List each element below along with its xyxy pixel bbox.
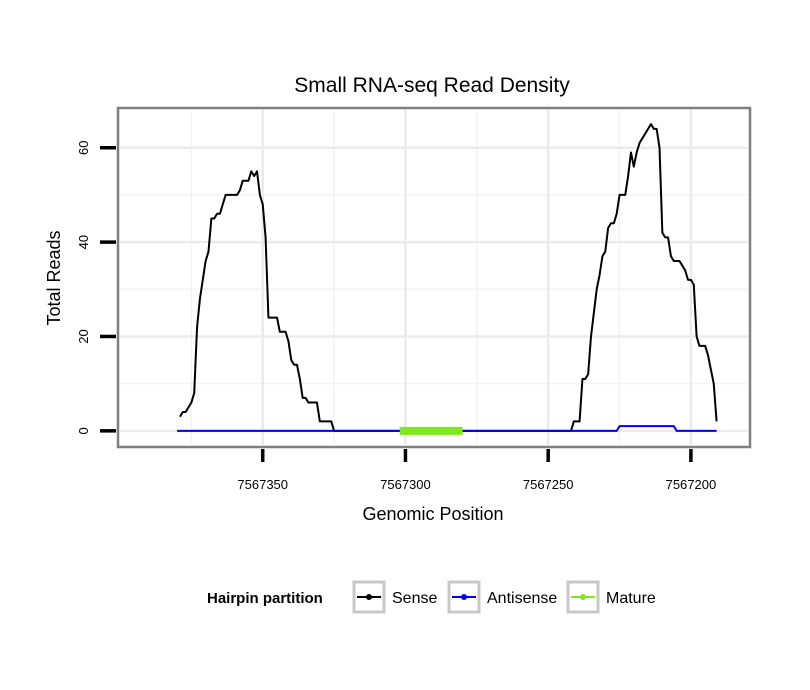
axes: 7567350 7567300 7567250 7567200 0 20 40 60 [76, 141, 716, 492]
y-tick-label: 40 [76, 235, 91, 249]
legend-label-antisense: Antisense [487, 590, 557, 607]
x-tick-label: 7567250 [523, 477, 574, 492]
legend: Hairpin partition Sense Antisense Mature [207, 580, 656, 614]
legend-title: Hairpin partition [207, 590, 323, 607]
legend-label-sense: Sense [392, 590, 437, 607]
y-tick-label: 20 [76, 329, 91, 343]
legend-item-antisense: Antisense [447, 580, 557, 614]
y-tick-label: 60 [76, 141, 91, 155]
legend-dot-mature [580, 594, 586, 600]
legend-item-sense: Sense [352, 580, 437, 614]
x-tick-label: 7567350 [237, 477, 288, 492]
series-layer [177, 123, 718, 435]
x-axis-label: Genomic Position [362, 504, 503, 524]
chart-title: Small RNA-seq Read Density [294, 74, 570, 97]
plot-panel [116, 106, 752, 449]
y-tick-label: 0 [76, 427, 91, 434]
legend-dot-sense [366, 594, 372, 600]
y-axis-label: Total Reads [44, 230, 64, 325]
legend-label-mature: Mature [606, 590, 656, 607]
legend-item-mature: Mature [566, 580, 656, 614]
legend-dot-antisense [461, 594, 467, 600]
x-tick-label: 7567200 [666, 477, 717, 492]
x-tick-label: 7567300 [380, 477, 431, 492]
